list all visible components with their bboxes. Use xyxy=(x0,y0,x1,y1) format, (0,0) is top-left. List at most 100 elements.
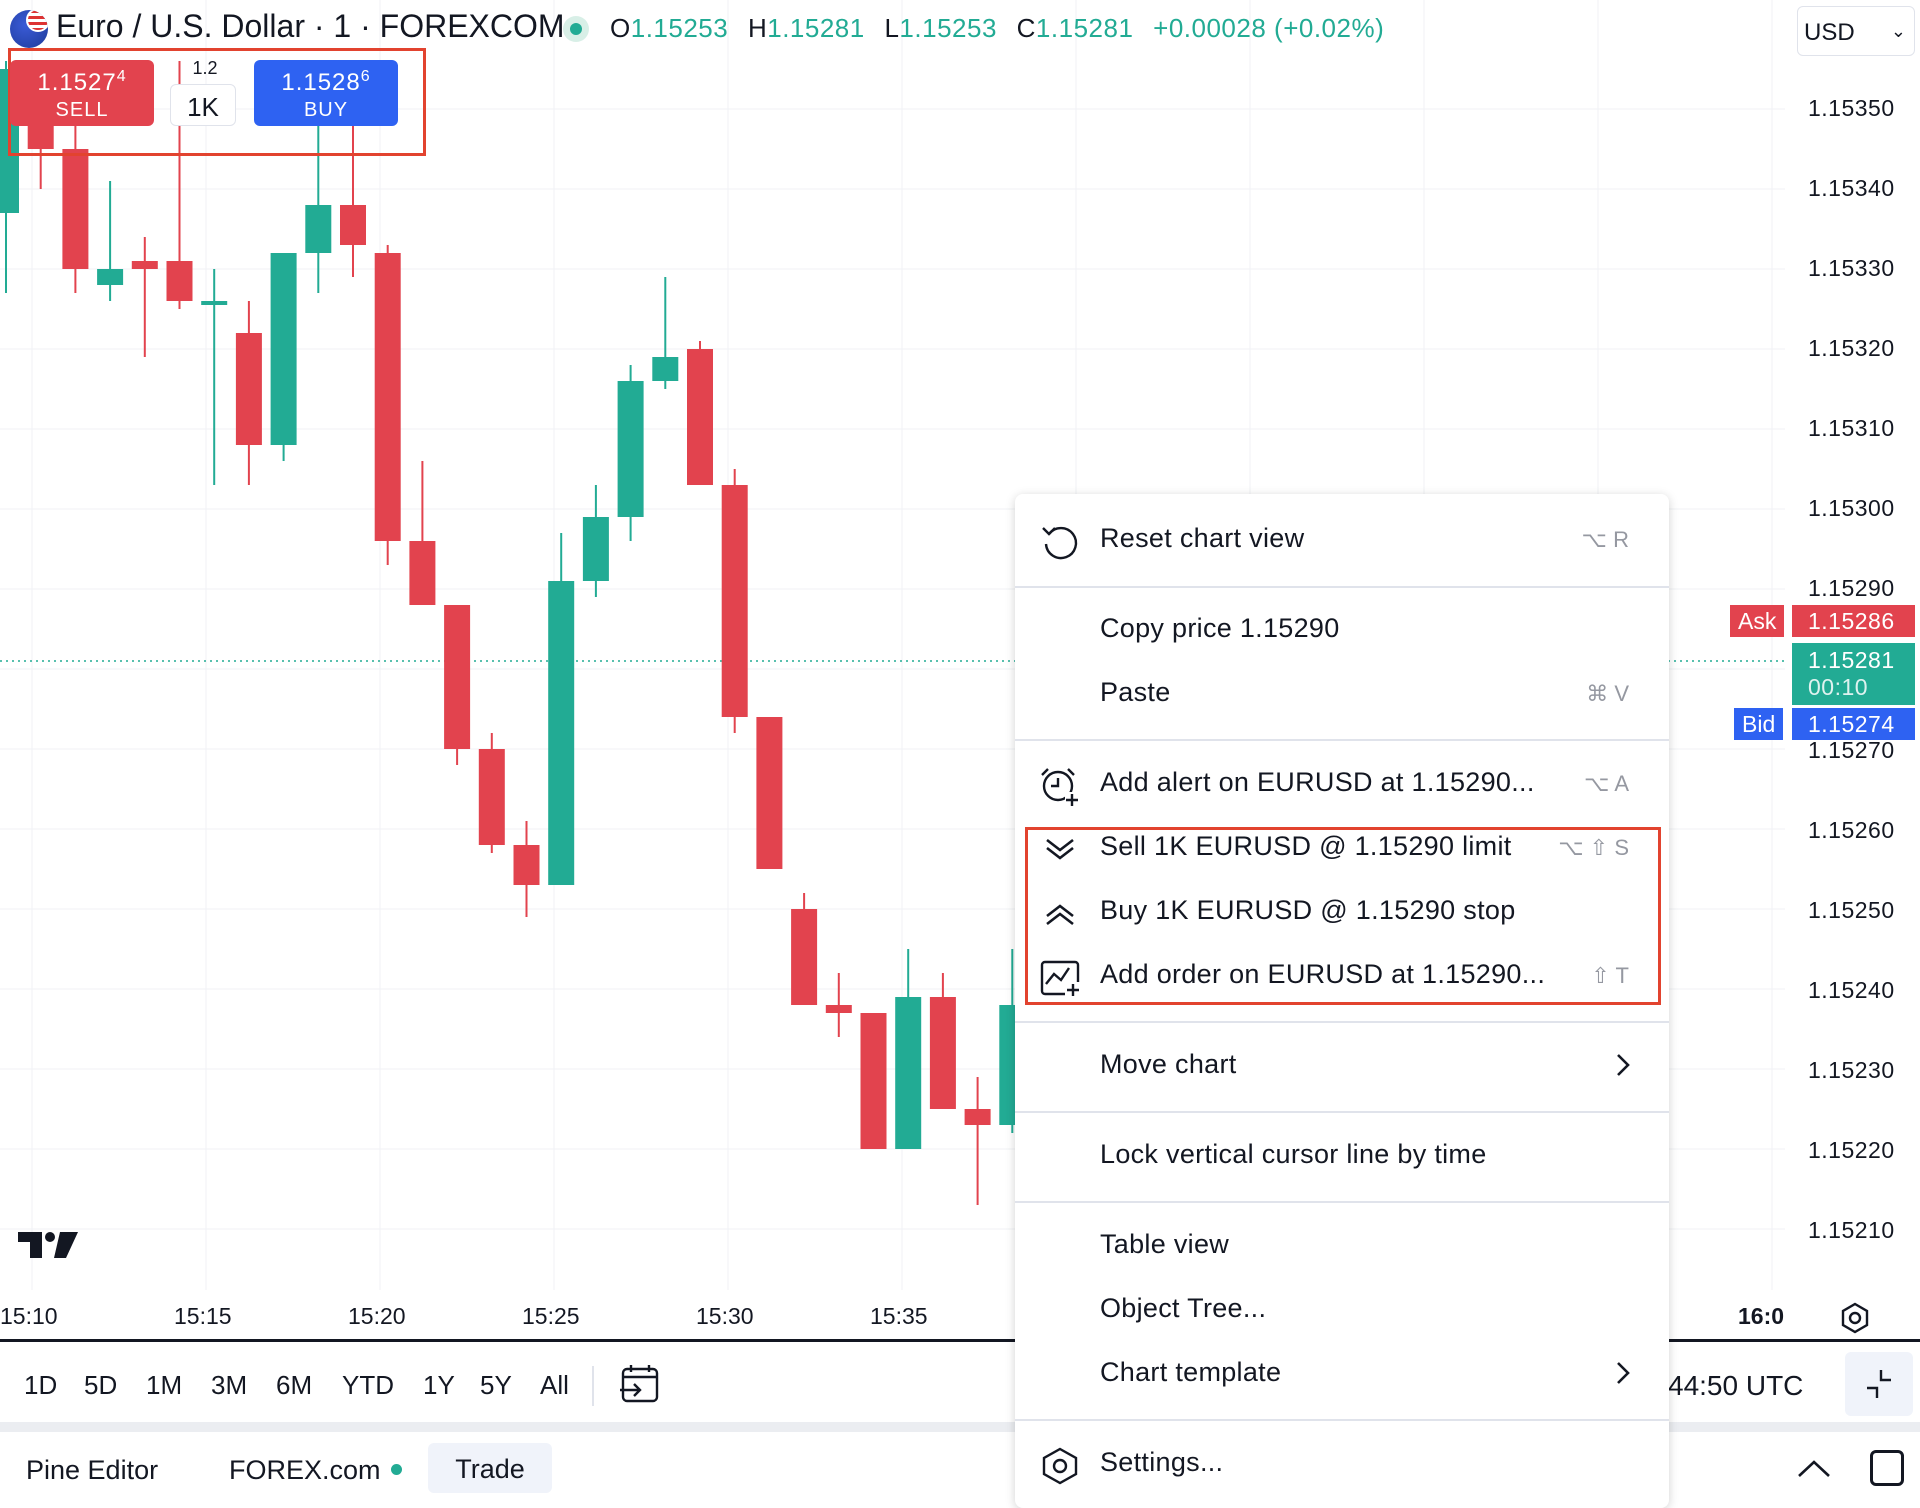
fullscreen-button[interactable] xyxy=(1845,1352,1913,1416)
bid-tag: Bid xyxy=(1734,708,1784,740)
menu-item-reset-chart-view[interactable]: Reset chart view ⌥ R xyxy=(1015,510,1669,570)
candle-body-down xyxy=(964,1109,991,1125)
candle-body-down xyxy=(756,717,783,869)
menu-item-settings[interactable]: Settings... xyxy=(1015,1434,1669,1494)
chevron-up-icon[interactable] xyxy=(1795,1450,1833,1484)
range-all-button[interactable]: All xyxy=(540,1370,569,1400)
candle-body-down xyxy=(131,261,158,269)
candle-body-down xyxy=(374,253,401,541)
panel-divider[interactable] xyxy=(0,1339,1920,1342)
settings-icon[interactable] xyxy=(1838,1301,1872,1335)
menu-item-label: Sell 1K EURUSD @ 1.15290 limit xyxy=(1100,831,1512,861)
menu-item-label: Buy 1K EURUSD @ 1.15290 stop xyxy=(1100,895,1516,925)
menu-item-buy-stop[interactable]: Buy 1K EURUSD @ 1.15290 stop xyxy=(1015,882,1669,942)
candle-body-up xyxy=(305,205,332,253)
buy-price: 1.15286 xyxy=(281,68,371,96)
high-value: 1.15281 xyxy=(767,13,865,43)
low-label: L xyxy=(884,13,900,43)
time-label: 15:30 xyxy=(696,1303,754,1329)
menu-item-label: Chart template xyxy=(1100,1357,1282,1387)
eurusd-flag-icon xyxy=(10,10,48,48)
price-label: 1.15310 xyxy=(1808,415,1895,441)
candle-body-down xyxy=(929,997,956,1109)
double-chevron-up-icon xyxy=(1046,904,1074,926)
menu-item-label: Table view xyxy=(1100,1229,1230,1259)
chevron-right-icon xyxy=(1617,1362,1630,1384)
range-ytd-button[interactable]: YTD xyxy=(342,1370,394,1400)
candle-body-up xyxy=(895,997,922,1149)
candle-body-up xyxy=(201,301,228,305)
symbol-title[interactable]: Euro / U.S. Dollar · 1 · FOREXCOM xyxy=(56,8,565,44)
last-price-badge: 1.15281 00:10 xyxy=(1792,643,1915,705)
range-1y-button[interactable]: 1Y xyxy=(423,1370,455,1400)
settings-icon xyxy=(1042,1447,1078,1485)
menu-item-object-tree[interactable]: Object Tree... xyxy=(1015,1280,1669,1340)
shortcut-hint: ⌥ ⇧ S xyxy=(1558,835,1629,860)
menu-item-copy-price[interactable]: Copy price 1.15290 xyxy=(1015,600,1669,660)
price-label: 1.15300 xyxy=(1808,495,1895,521)
connected-status-icon xyxy=(391,1464,402,1475)
candle-body-up xyxy=(617,381,644,517)
menu-item-chart-template[interactable]: Chart template xyxy=(1015,1344,1669,1404)
price-label: 1.15240 xyxy=(1808,977,1895,1003)
bottom-divider xyxy=(0,1422,1920,1432)
candle-body-up xyxy=(582,517,609,581)
time-label: 15:10 xyxy=(0,1303,58,1329)
candle-body-down xyxy=(687,349,713,485)
currency-value: USD xyxy=(1804,19,1855,46)
menu-item-table-view[interactable]: Table view xyxy=(1015,1216,1669,1276)
candle-body-down xyxy=(478,749,505,845)
alarm-clock-plus-icon xyxy=(1041,768,1079,806)
trade-tab[interactable]: Trade xyxy=(428,1443,552,1493)
pine-editor-tab[interactable]: Pine Editor xyxy=(26,1455,159,1485)
ask-price: 1.15286 xyxy=(1792,605,1915,637)
candle-body-down xyxy=(791,909,818,1005)
candle-body-up xyxy=(548,581,575,885)
candle-body-down xyxy=(444,605,471,749)
menu-item-move-chart[interactable]: Move chart xyxy=(1015,1036,1669,1096)
maximize-panel-icon[interactable] xyxy=(1870,1450,1904,1486)
time-label: 15:20 xyxy=(348,1303,406,1329)
range-1d-button[interactable]: 1D xyxy=(24,1370,58,1400)
close-value: 1.15281 xyxy=(1035,13,1134,43)
menu-item-lock-cursor[interactable]: Lock vertical cursor line by time xyxy=(1015,1126,1669,1186)
ohlc-legend: O1.15253 H1.15281 L1.15253 C1.15281 +0.0… xyxy=(610,13,1396,44)
menu-item-label: Add alert on EURUSD at 1.15290... xyxy=(1100,767,1535,797)
double-chevron-down-icon xyxy=(1046,838,1074,860)
candle-body-down xyxy=(62,149,89,269)
low-value: 1.15253 xyxy=(899,13,997,43)
menu-item-sell-limit[interactable]: Sell 1K EURUSD @ 1.15290 limit ⌥ ⇧ S xyxy=(1015,818,1669,878)
menu-item-add-order[interactable]: Add order on EURUSD at 1.15290... ⇧ T xyxy=(1015,946,1669,1006)
quantity-input[interactable]: 1K xyxy=(170,84,236,126)
candle-body-down xyxy=(721,485,748,717)
price-label: 1.15220 xyxy=(1808,1137,1895,1163)
menu-item-paste[interactable]: Paste ⌘ V xyxy=(1015,664,1669,724)
range-1m-button[interactable]: 1M xyxy=(146,1370,183,1400)
menu-item-label: Paste xyxy=(1100,677,1171,707)
open-value: 1.15253 xyxy=(630,13,729,43)
candle-body-down xyxy=(166,261,193,301)
time-label: 15:15 xyxy=(174,1303,232,1329)
price-label: 1.15330 xyxy=(1808,255,1895,281)
sell-button[interactable]: 1.15274 SELL xyxy=(10,60,154,126)
candle-body-down xyxy=(513,845,540,885)
range-5y-button[interactable]: 5Y xyxy=(480,1370,512,1400)
range-5d-button[interactable]: 5D xyxy=(84,1370,118,1400)
chart-order-plus-icon xyxy=(1040,960,1081,998)
candle-body-up xyxy=(652,357,679,381)
broker-tab[interactable]: FOREX.com xyxy=(229,1455,381,1485)
currency-select[interactable]: USD ⌄ xyxy=(1797,6,1915,56)
last-price: 1.15281 xyxy=(1808,647,1895,673)
buy-button[interactable]: 1.15286 BUY xyxy=(254,60,398,126)
bar-countdown: 00:10 xyxy=(1808,674,1869,700)
go-to-date-icon[interactable] xyxy=(618,1362,662,1406)
utc-clock[interactable]: 44:50 UTC xyxy=(1668,1370,1804,1401)
shortcut-hint: ⌥ R xyxy=(1581,527,1629,552)
range-6m-button[interactable]: 6M xyxy=(276,1370,313,1400)
range-3m-button[interactable]: 3M xyxy=(211,1370,248,1400)
order-items-highlight xyxy=(1025,827,1661,1005)
price-label: 1.15230 xyxy=(1808,1057,1895,1083)
shortcut-hint: ⌘ V xyxy=(1586,681,1629,706)
menu-item-add-alert[interactable]: Add alert on EURUSD at 1.15290... ⌥ A xyxy=(1015,754,1669,814)
price-label: 1.15320 xyxy=(1808,335,1895,361)
